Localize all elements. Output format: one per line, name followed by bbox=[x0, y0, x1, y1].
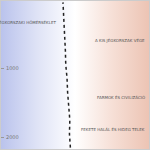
svg-text:FEKETE HALÁL ÉS HIDEG TELEK: FEKETE HALÁL ÉS HIDEG TELEK bbox=[81, 127, 145, 132]
svg-text:A KIS JÉGKORSZAK VÉGE: A KIS JÉGKORSZAK VÉGE bbox=[95, 38, 145, 43]
svg-text:1000: 1000 bbox=[6, 65, 19, 71]
svg-text:FARMOK ÉS CIVILIZÁCIÓ: FARMOK ÉS CIVILIZÁCIÓ bbox=[97, 95, 145, 100]
svg-text:2000: 2000 bbox=[6, 134, 19, 140]
svg-text:ÁTLAGOS JÉGKORSZAKI HŐMÉRSÉKLE: ÁTLAGOS JÉGKORSZAKI HŐMÉRSÉKLET bbox=[0, 20, 57, 25]
